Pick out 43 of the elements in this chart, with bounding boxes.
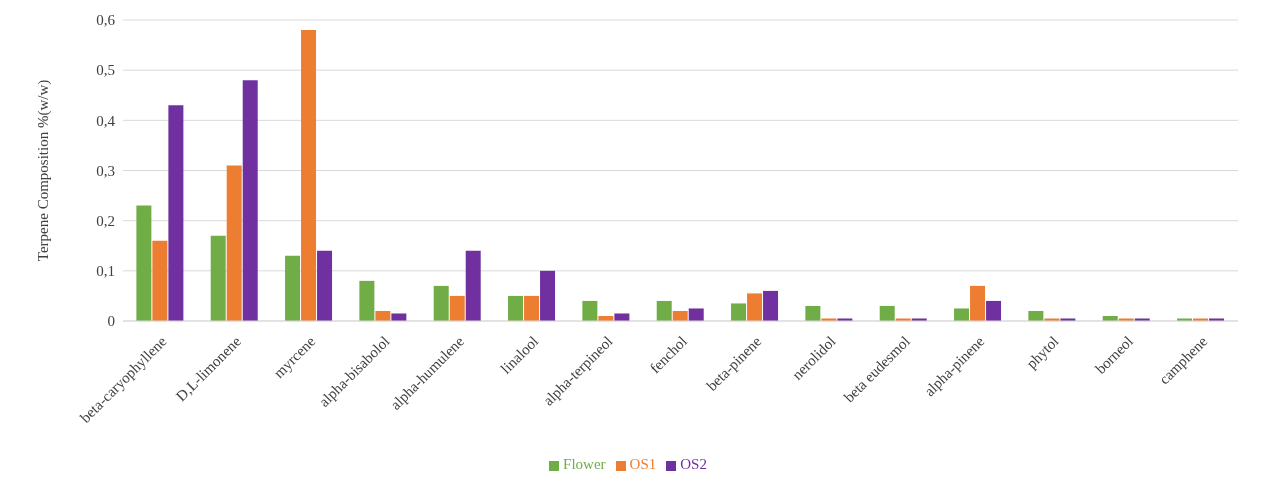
bar <box>433 285 449 321</box>
y-axis-title: Terpene Composition %(w/w) <box>35 79 53 262</box>
bar <box>226 165 242 321</box>
bar <box>672 310 688 321</box>
y-tick-label: 0,2 <box>96 212 115 229</box>
bar <box>524 295 540 321</box>
bar <box>168 105 184 321</box>
y-tick-label: 0,6 <box>96 12 116 29</box>
bar <box>970 285 986 321</box>
bar <box>1028 310 1044 321</box>
bar <box>954 308 970 321</box>
bar <box>136 205 152 321</box>
bar <box>449 295 465 321</box>
bar <box>508 295 524 321</box>
bar <box>242 80 258 321</box>
bar <box>359 280 375 321</box>
y-tick-label: 0 <box>107 313 115 330</box>
bar <box>656 300 672 321</box>
bar <box>986 300 1002 321</box>
bar <box>540 270 556 321</box>
bar <box>301 30 317 321</box>
bar <box>688 308 704 321</box>
y-tick-label: 0,4 <box>96 112 116 129</box>
bar <box>614 313 630 321</box>
y-tick-label: 0,1 <box>96 263 115 280</box>
bar <box>805 305 821 321</box>
bar <box>879 305 895 321</box>
bar <box>285 255 301 321</box>
bar <box>317 250 333 321</box>
bar <box>152 240 168 321</box>
bar <box>747 293 763 321</box>
bar <box>210 235 226 321</box>
legend-label: Flower <box>563 456 606 472</box>
bar <box>763 290 779 321</box>
y-tick-label: 0,5 <box>96 62 115 79</box>
bar <box>465 250 481 321</box>
bar <box>731 303 747 321</box>
bar <box>582 300 598 321</box>
bar <box>375 310 391 321</box>
legend-label: OS2 <box>680 456 707 472</box>
legend-label: OS1 <box>629 456 657 472</box>
bar <box>391 313 407 321</box>
y-tick-label: 0,3 <box>96 162 115 179</box>
